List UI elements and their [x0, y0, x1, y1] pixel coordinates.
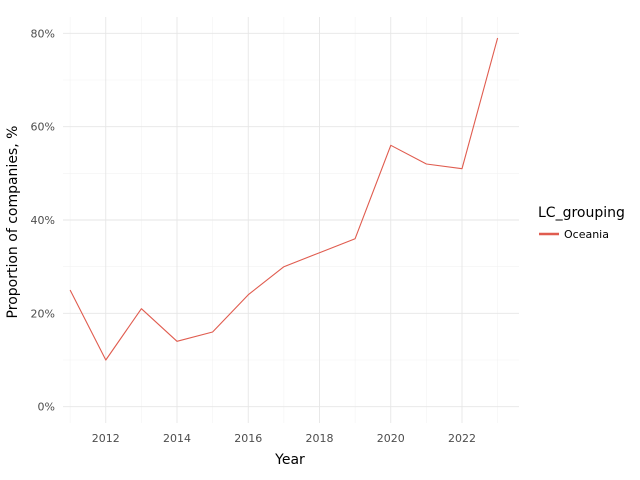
y-axis-title: Proportion of companies, % — [5, 126, 21, 319]
x-tick-label: 2020 — [377, 432, 405, 445]
x-tick-label: 2016 — [234, 432, 262, 445]
y-tick-label: 20% — [31, 307, 55, 320]
y-tick-label: 40% — [31, 214, 55, 227]
major-gridlines — [63, 17, 519, 423]
legend-label-oceania: Oceania — [564, 228, 609, 241]
x-tick-label: 2014 — [163, 432, 191, 445]
y-tick-label: 80% — [31, 27, 55, 40]
x-tick-label: 2012 — [92, 432, 120, 445]
series-line-oceania — [69, 37, 499, 361]
legend-title: LC_grouping — [538, 205, 625, 221]
y-axis-ticks: 0% 20% 40% 60% 80% — [31, 27, 55, 413]
y-tick-label: 60% — [31, 121, 55, 134]
x-axis-ticks: 2012 2014 2016 2018 2020 2022 — [92, 432, 476, 445]
x-axis-title: Year — [274, 452, 305, 468]
x-tick-label: 2022 — [448, 432, 476, 445]
y-tick-label: 0% — [38, 401, 55, 414]
legend: LC_grouping Oceania — [538, 205, 625, 241]
series-layer — [69, 37, 499, 361]
x-tick-label: 2018 — [306, 432, 334, 445]
